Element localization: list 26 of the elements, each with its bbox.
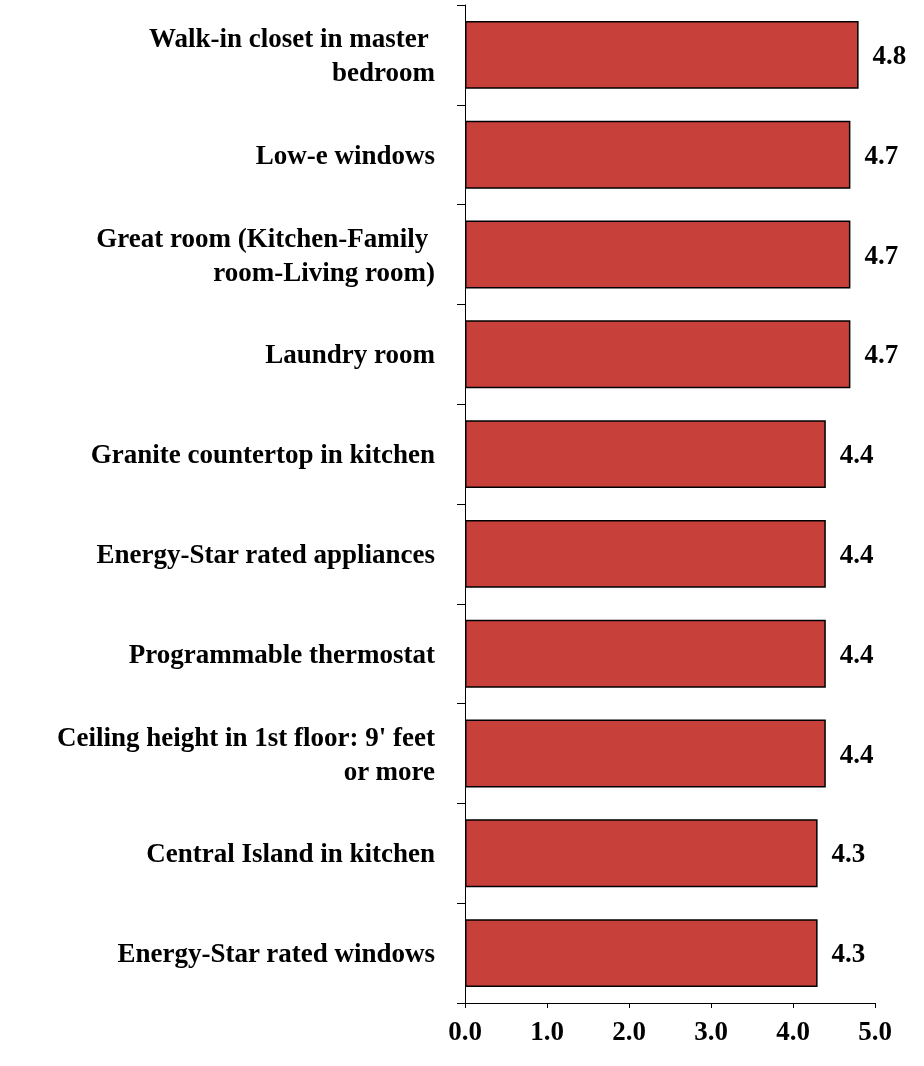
data-label: 4.8: [872, 39, 907, 70]
y-tick-label: Ceiling height in 1st floor: 9' feet or more: [57, 721, 436, 786]
data-label: 4.7: [864, 239, 899, 270]
data-label: 4.4: [839, 538, 874, 569]
x-tick-label: 4.0: [776, 1015, 810, 1046]
data-label: 4.4: [839, 638, 874, 669]
x-tick-label: 1.0: [530, 1015, 564, 1046]
y-tick-label: Low-e windows: [255, 139, 435, 170]
y-tick-label: Programmable thermostat: [128, 638, 435, 669]
data-label: 4.7: [864, 339, 899, 370]
x-tick-label: 0.0: [448, 1015, 482, 1046]
y-tick-label: Granite countertop in kitchen: [90, 439, 435, 470]
y-tick-label: Walk-in closet in master bedroom: [149, 22, 436, 87]
data-label: 4.7: [864, 139, 899, 170]
y-tick-label: Laundry room: [265, 339, 436, 370]
y-tick-label: Energy-Star rated appliances: [96, 538, 435, 569]
data-label: 4.3: [831, 838, 866, 869]
x-tick-label: 5.0: [858, 1015, 892, 1046]
x-tick-label: 2.0: [612, 1015, 646, 1046]
y-tick-label: Central Island in kitchen: [146, 838, 435, 869]
y-tick-label: Great room (Kitchen-Family room-Living room): [96, 222, 435, 287]
y-tick-label: Energy-Star rated windows: [117, 938, 435, 969]
x-tick-label: 3.0: [694, 1015, 728, 1046]
data-label: 4.4: [839, 738, 874, 769]
data-label: 4.3: [831, 938, 866, 969]
data-label: 4.4: [839, 439, 874, 470]
